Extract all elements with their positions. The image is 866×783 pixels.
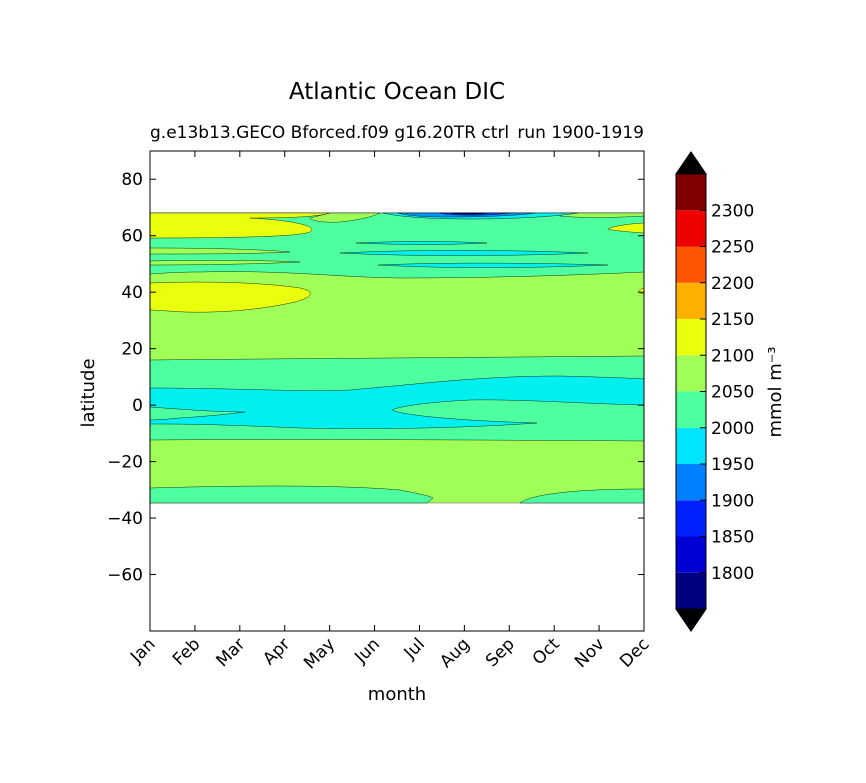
colorbar-tick-label: 1900 [711,491,754,511]
colorbar-segment [676,246,706,283]
x-tick-label: Jul [400,634,429,663]
contour-region-1800-1850-top [451,212,487,215]
y-axis: 80 60 40 20 0 −20 −40 −60 [107,170,644,586]
colorbar-tick-label: 2150 [711,310,754,330]
colorbar-outline [675,151,707,632]
colorbar-segment [676,391,706,428]
colorbar-tick-label: 2250 [711,238,754,258]
x-tick-label: Jan [126,634,159,667]
y-tick-label: 0 [132,396,143,416]
x-tick-label: Oct [529,634,564,669]
colorbar-tick-label: 2050 [711,383,754,403]
contour-region-1950-2000 [150,375,644,429]
x-tick-label: Dec [616,634,653,671]
contour-region-2100-2150-60N [150,212,331,239]
x-axis-label: month [368,684,426,705]
x-tick-label: Nov [571,634,609,672]
y-tick-label: 40 [121,283,143,303]
contour-region-2000-2050-south [150,485,434,504]
colorbar-tick-label: 2000 [711,419,754,439]
y-tick-label: 20 [121,340,143,360]
colorbar-tick-label: 1850 [711,528,754,548]
colorbar-tick-label: 2200 [711,274,754,294]
contour-field [150,212,644,504]
colorbar-segment [676,282,706,319]
colorbar-segment [676,464,706,501]
x-tick-label: Feb [169,634,204,669]
contour-lens-56N [355,241,488,245]
contour-strip-north-1 [150,247,291,255]
x-tick-label: Apr [259,634,294,669]
colorbar-segment [676,500,706,537]
contour-region-2100-2150-40N [150,281,311,313]
contour-strip-66N-west [309,212,381,223]
y-tick-label: 80 [121,170,143,190]
x-tick-label: Sep [482,634,519,671]
colorbar-segment [676,355,706,392]
y-tick-label: −20 [107,453,143,473]
colorbar-extend-under [675,608,707,632]
x-tick-label: Jun [350,634,384,668]
y-tick-label: −60 [107,566,143,586]
colorbar-segment [676,427,706,464]
colorbar-tick-label: 1950 [711,455,754,475]
contour-strip-north-2 [150,260,301,266]
colorbar-segment [676,174,706,211]
colorbar-tick-label: 2100 [711,346,754,366]
colorbar-tick-label: 1800 [711,564,754,584]
chart-subtitle-right: run 1900-1919 [517,123,644,143]
colorbar-segment [676,572,706,609]
contour-region-2000-2050-lobe [150,406,246,421]
chart-subtitle-left: g.e13b13.GECO Bforced.f09 g16.20TR ctrl [150,123,509,143]
contour-lens-48N [377,262,609,268]
x-tick-label: May [300,634,339,673]
colorbar-label: mmol m⁻³ [765,346,786,437]
colorbar-segment [676,210,706,247]
contour-region-2100-2150-60N-east [607,222,644,234]
chart-title: Atlantic Ocean DIC [289,79,505,105]
y-tick-label: −40 [107,509,143,529]
colorbar-tick-label: 2300 [711,201,754,221]
colorbar-segment [676,536,706,573]
y-axis-label: latitude [78,358,99,427]
colorbar-segment [676,319,706,356]
x-tick-label: Mar [213,634,250,671]
colorbar: 1800 1850 1900 1950 2000 2050 2100 2150 2200 2250… [675,151,754,632]
colorbar-extend-over [675,151,707,175]
y-tick-label: 60 [121,227,143,247]
contour-lens-52N [339,250,589,256]
plot-frame [149,150,645,632]
x-tick-label: Aug [436,634,474,672]
